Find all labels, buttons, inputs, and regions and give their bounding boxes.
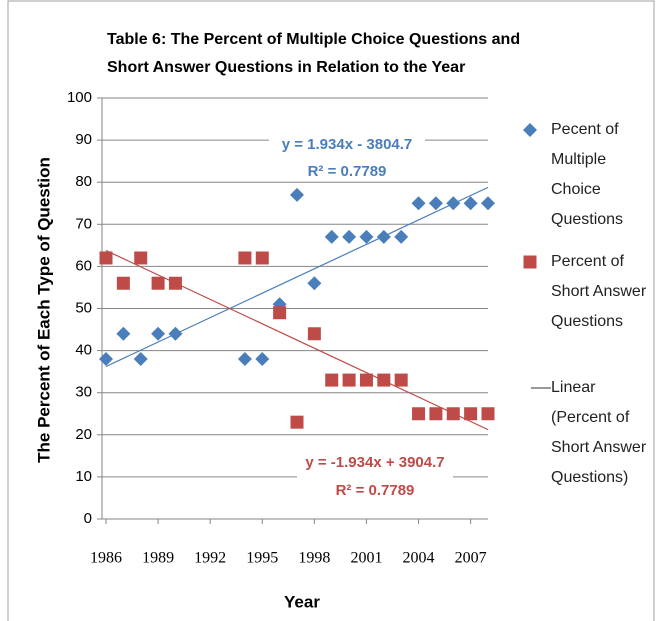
y-tick-label: 0 — [84, 510, 92, 527]
point — [481, 407, 495, 421]
legend-marker — [523, 255, 537, 269]
x-tick-label: 1995 — [246, 550, 278, 567]
point — [429, 407, 443, 421]
point — [446, 407, 460, 421]
y-axis-title: The Percent of Each Type of Question — [34, 157, 53, 463]
trendline-equation: y = -1.934x + 3904.7 — [305, 454, 444, 471]
point — [151, 276, 165, 290]
x-tick-label: 1986 — [90, 550, 122, 567]
point — [411, 196, 426, 211]
point — [116, 326, 131, 341]
y-tick-label: 60 — [75, 257, 92, 274]
point — [394, 373, 408, 387]
y-tick-label: 90 — [75, 131, 92, 148]
point — [307, 327, 321, 341]
y-tick-label: 70 — [75, 215, 92, 232]
point — [134, 251, 148, 265]
point — [463, 196, 478, 211]
y-tick-label: 30 — [75, 384, 92, 401]
x-tick-label: 1998 — [298, 550, 330, 567]
y-tick-label: 10 — [75, 468, 92, 485]
legend-label: Linear (Percent of Short Answer Question… — [551, 379, 647, 486]
trendline-r2: R² = 0.7789 — [336, 482, 415, 499]
point — [238, 251, 252, 265]
point — [237, 352, 252, 367]
point — [116, 276, 130, 290]
point — [394, 229, 409, 244]
x-axis-title: Year — [284, 592, 320, 611]
x-tick-label: 2001 — [350, 550, 382, 567]
point — [464, 407, 478, 421]
point — [428, 196, 443, 211]
x-tick-label: 2004 — [403, 550, 435, 567]
point — [133, 352, 148, 367]
equation-background — [297, 449, 453, 493]
point — [255, 352, 270, 367]
point — [151, 326, 166, 341]
point — [325, 373, 339, 387]
x-tick-label: 2007 — [455, 550, 487, 567]
point — [412, 407, 426, 421]
chart-frame — [7, 0, 655, 621]
point — [307, 276, 322, 291]
chart-title: Table 6: The Percent of Multiple Choice … — [107, 31, 520, 76]
point — [290, 187, 304, 202]
point — [273, 306, 287, 320]
legend-label: Percent of Short Answer Questions — [551, 253, 647, 330]
point — [324, 229, 339, 244]
y-tick-label: 80 — [75, 173, 92, 190]
point — [342, 229, 357, 244]
point — [99, 352, 113, 367]
trendline-equation: y = 1.934x - 3804.7 — [282, 136, 413, 153]
point — [376, 229, 391, 244]
y-tick-label: 100 — [67, 89, 92, 106]
y-tick-label: 20 — [75, 426, 92, 443]
point — [359, 373, 373, 387]
point — [446, 196, 461, 211]
y-tick-label: 50 — [75, 299, 92, 316]
point — [290, 415, 304, 429]
legend-marker — [523, 123, 537, 137]
point — [377, 373, 391, 387]
trendline — [105, 186, 489, 368]
y-tick-label: 40 — [75, 342, 92, 359]
point — [99, 251, 113, 265]
point — [255, 251, 269, 265]
x-tick-label: 1989 — [142, 550, 174, 567]
trendline-r2: R² = 0.7789 — [308, 163, 387, 180]
point — [168, 326, 183, 341]
point — [481, 196, 495, 211]
point — [359, 229, 374, 244]
x-tick-label: 1992 — [194, 550, 226, 567]
equation-background — [269, 131, 425, 175]
point — [168, 276, 182, 290]
point — [342, 373, 356, 387]
legend-label: Pecent of Multiple Choice Questions — [551, 121, 624, 228]
